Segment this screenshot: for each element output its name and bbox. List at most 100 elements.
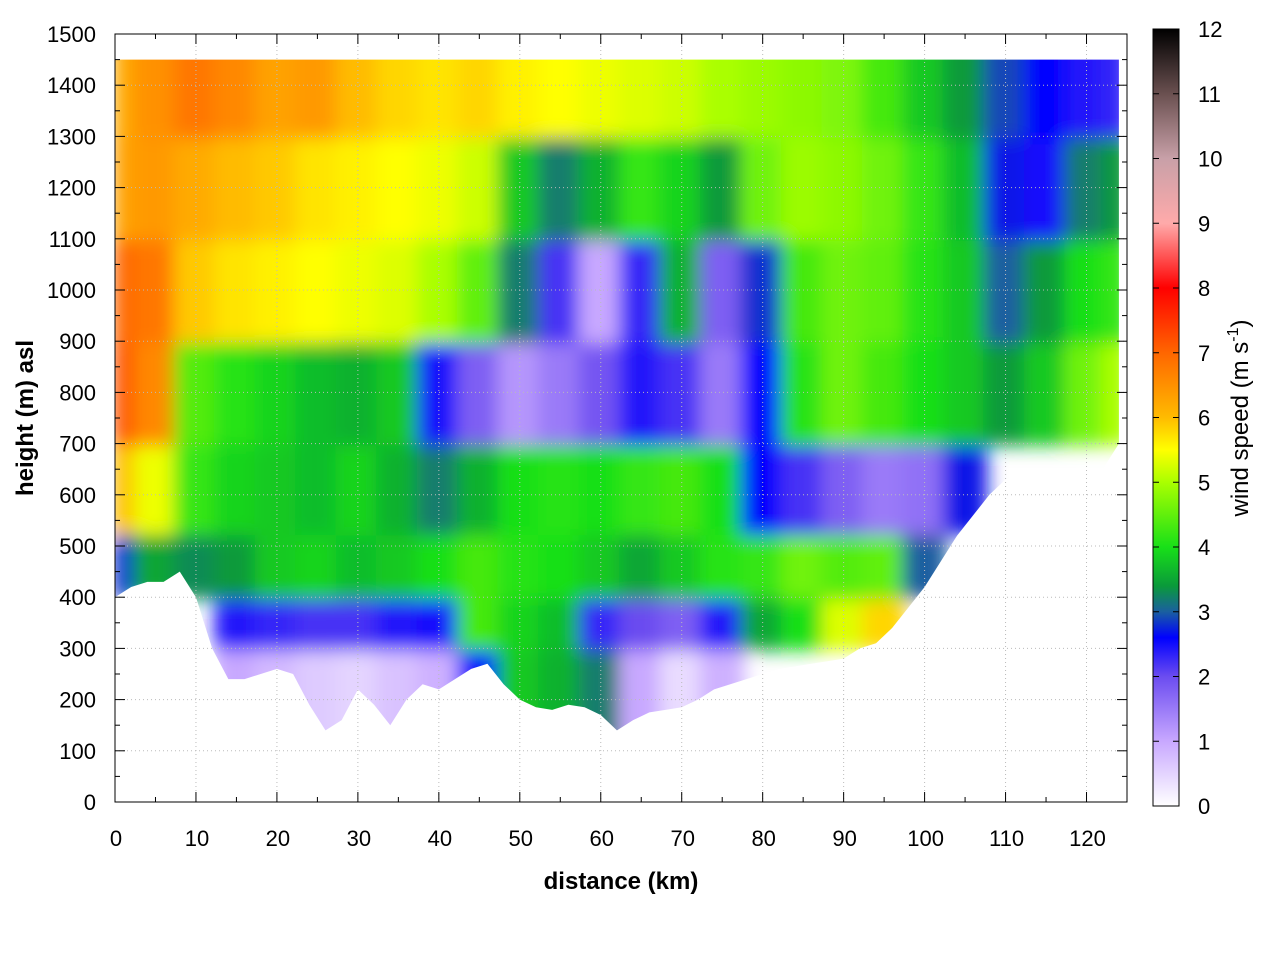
y-tick-label: 0	[84, 790, 96, 815]
wind-cell	[416, 441, 462, 536]
wind-cell	[699, 441, 745, 536]
x-tick-label: 80	[751, 826, 775, 851]
wind-cell	[1100, 134, 1119, 241]
y-tick-label: 500	[59, 534, 96, 559]
wind-cell	[457, 441, 502, 536]
wind-cell	[699, 339, 745, 446]
wind-cell	[376, 59, 421, 139]
y-tick-label: 1000	[47, 278, 96, 303]
wind-cell	[780, 59, 826, 139]
wind-cell	[1023, 236, 1069, 344]
wind-cell	[780, 595, 826, 651]
wind-cell	[416, 531, 462, 600]
x-tick-label: 30	[347, 826, 371, 851]
wind-cell	[1100, 59, 1119, 139]
wind-cell	[295, 134, 340, 241]
colorbar-tick-label: 4	[1198, 535, 1210, 560]
wind-cell	[1023, 59, 1069, 139]
y-tick-label: 700	[59, 432, 96, 457]
wind-cell	[619, 134, 664, 241]
wind-cell	[335, 441, 381, 536]
x-axis: 0 10 20 30 40 50 60 70 80 90 100 110 120	[110, 34, 1106, 851]
wind-cell	[376, 339, 421, 446]
wind-cell	[295, 531, 340, 600]
wind-cell	[214, 339, 259, 446]
colorbar-tick-label: 3	[1198, 600, 1210, 625]
wind-cell	[497, 531, 543, 600]
wind-cell	[942, 236, 988, 344]
x-tick-label: 60	[590, 826, 614, 851]
wind-cell	[457, 531, 502, 600]
wind-cell	[861, 441, 907, 536]
x-tick-label: 110	[989, 826, 1024, 851]
colorbar-tick-label: 11	[1198, 82, 1221, 107]
wind-cell	[659, 531, 704, 600]
wind-cell	[457, 59, 502, 139]
wind-cell	[538, 441, 583, 536]
wind-cell	[254, 339, 300, 446]
y-axis-title: height (m) asl	[12, 340, 39, 496]
y-axis: 0 100 200 300 400 500 600 700 800 900 1000 1100 1200…	[47, 22, 1127, 815]
wind-cell	[416, 134, 462, 241]
wind-cell	[699, 59, 745, 139]
wind-cell	[659, 134, 704, 241]
wind-cell	[861, 339, 907, 446]
colorbar-tick-label: 0	[1198, 794, 1210, 819]
y-tick-label: 1500	[47, 22, 96, 47]
wind-cell	[619, 339, 664, 446]
wind-cell	[214, 59, 259, 139]
wind-cell	[699, 595, 745, 651]
colorbar-tick-label: 8	[1198, 276, 1210, 301]
y-tick-label: 1100	[49, 227, 96, 252]
wind-cell	[740, 531, 785, 600]
wind-cell	[214, 236, 259, 344]
wind-cell	[295, 236, 340, 344]
x-tick-label: 40	[428, 826, 452, 851]
wind-cell	[578, 531, 623, 600]
wind-cell	[942, 59, 988, 139]
wind-cell	[699, 236, 745, 344]
wind-cell	[115, 59, 138, 139]
wind-cell	[335, 339, 381, 446]
wind-cell	[942, 339, 988, 446]
y-tick-label: 1400	[47, 73, 96, 98]
wind-cell	[861, 59, 907, 139]
colorbar-tick-label: 2	[1198, 665, 1210, 690]
wind-cell	[376, 595, 421, 651]
colorbar-title-superscript: -1	[1225, 327, 1242, 341]
wind-cell	[254, 531, 300, 600]
x-axis-title: distance (km)	[544, 868, 699, 895]
x-tick-label: 50	[509, 826, 533, 851]
wind-cell	[821, 441, 866, 536]
wind-cell	[1064, 134, 1105, 241]
wind-cell	[214, 531, 259, 600]
x-tick-label: 90	[832, 826, 856, 851]
y-tick-label: 1300	[47, 124, 96, 149]
wind-cell	[578, 339, 623, 446]
grid	[115, 34, 1127, 802]
y-tick-label: 900	[59, 329, 96, 354]
x-tick-label: 120	[1069, 826, 1106, 851]
wind-cell	[1064, 59, 1105, 139]
wind-cell	[902, 339, 947, 446]
colorbar-tick-label: 6	[1198, 406, 1210, 431]
y-tick-label: 1200	[47, 176, 96, 201]
wind-cell	[497, 441, 543, 536]
wind-cell	[335, 531, 381, 600]
y-tick-label: 200	[59, 688, 96, 713]
wind-cell	[538, 595, 583, 651]
colorbar-tick-label: 5	[1198, 470, 1210, 495]
wind-cell	[740, 441, 785, 536]
wind-cell	[115, 441, 138, 536]
wind-cell	[780, 531, 826, 600]
colorbar-tick-label: 10	[1198, 147, 1222, 172]
y-tick-label: 100	[59, 739, 96, 764]
colorbar-title: wind speed (m s-1)	[1225, 320, 1254, 518]
colorbar-tick-label: 7	[1198, 341, 1210, 366]
wind-cell	[173, 441, 219, 536]
wind-cell	[376, 531, 421, 600]
wind-cell	[1023, 339, 1069, 446]
